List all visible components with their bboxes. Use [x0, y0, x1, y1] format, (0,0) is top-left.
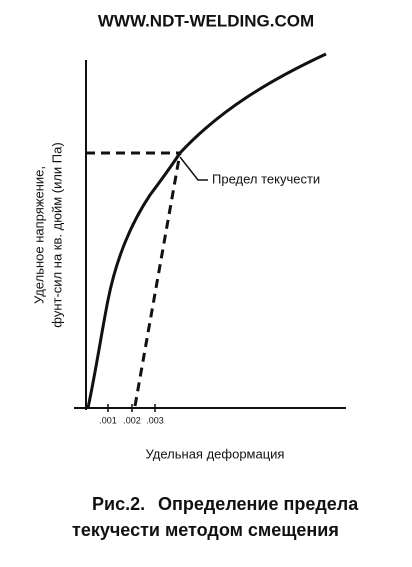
y-axis-label: Удельное напряжение, фунт-сил на кв. дюй…	[31, 142, 64, 327]
yield-annotation: Предел текучести	[212, 171, 320, 186]
offset-line	[133, 152, 182, 407]
annotation-leader	[179, 156, 208, 181]
x-tick-label: .003	[146, 415, 164, 425]
x-tick-label: .002	[123, 415, 141, 425]
x-axis-label: Удельная деформация	[146, 446, 285, 461]
y-axis-label-line: Удельное напряжение,	[31, 166, 46, 304]
stress-strain-curve	[86, 52, 327, 409]
caption-figure: Рис.2.	[92, 494, 145, 514]
caption-line: текучести методом смещения	[72, 520, 339, 540]
site-header: WWW.NDT-WELDING.COM	[98, 11, 314, 30]
y-axis-label-line: фунт-сил на кв. дюйм (или Па)	[49, 142, 64, 327]
caption-line: Определение предела	[158, 494, 359, 514]
x-tick-label: .001	[99, 415, 117, 425]
